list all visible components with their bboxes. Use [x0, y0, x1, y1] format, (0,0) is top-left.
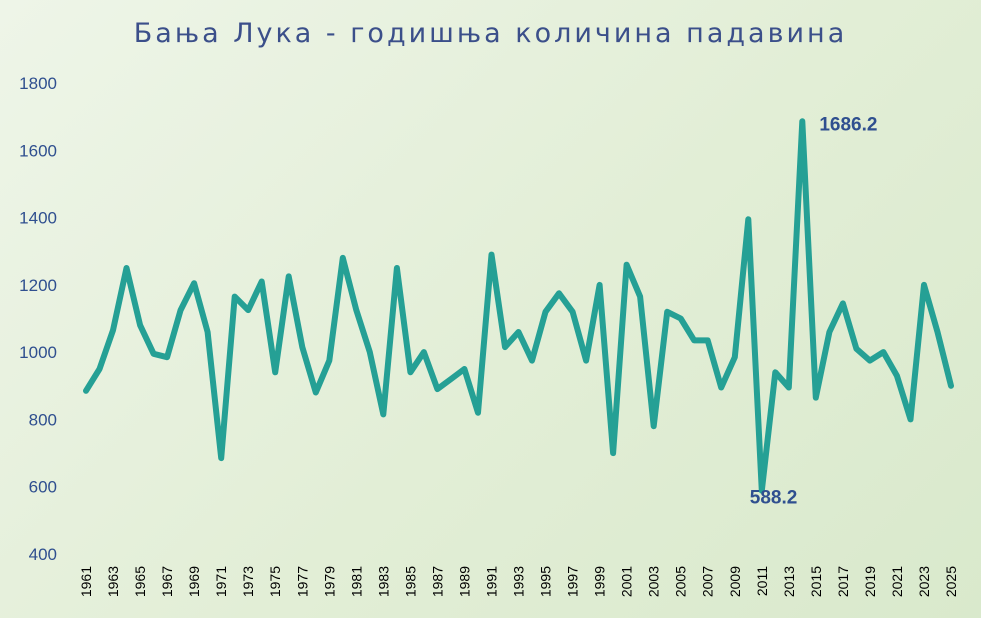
x-tick-label: 1961	[78, 566, 94, 597]
x-tick-label: 1965	[132, 566, 148, 597]
y-tick-label: 400	[29, 545, 57, 564]
x-tick-label: 1987	[429, 566, 445, 597]
chart-title: Бања Лука - годишња количина падавина	[133, 18, 848, 49]
y-tick-label: 600	[29, 478, 57, 497]
x-tick-label: 1977	[294, 566, 310, 597]
y-tick-label: 1200	[19, 276, 57, 295]
x-tick-label: 2001	[619, 566, 635, 597]
x-tick-label: 2003	[646, 566, 662, 597]
x-tick-label: 2023	[916, 566, 932, 597]
x-tick-label: 2011	[754, 566, 770, 596]
x-tick-label: 1963	[105, 566, 121, 597]
y-tick-label: 1800	[19, 74, 57, 93]
x-tick-label: 2005	[673, 566, 689, 597]
x-tick-label: 1971	[213, 566, 229, 597]
x-tick-label: 2021	[889, 566, 905, 597]
x-tick-label: 1975	[267, 566, 283, 597]
series-line	[83, 118, 954, 494]
x-tick-label: 1981	[348, 566, 364, 597]
x-tick-label: 1979	[321, 566, 337, 597]
x-tick-label: 1973	[240, 566, 256, 597]
x-tick-label: 1989	[456, 566, 472, 597]
x-tick-label: 2025	[943, 566, 959, 597]
x-tick-label: 2009	[727, 566, 743, 597]
x-tick-label: 1993	[511, 566, 527, 597]
x-tick-label: 2017	[835, 566, 851, 597]
x-tick-label: 2015	[808, 566, 824, 597]
x-tick-label: 1969	[186, 566, 202, 597]
data-label: 1686.2	[819, 114, 877, 135]
data-label: 588.2	[750, 488, 798, 509]
x-tick-label: 1967	[159, 566, 175, 597]
x-tick-label: 1999	[592, 566, 608, 597]
x-tick-label: 2007	[700, 566, 716, 597]
x-tick-label: 2019	[862, 566, 878, 597]
x-tick-label: 1991	[483, 566, 499, 597]
x-tick-label: 2013	[781, 566, 797, 597]
x-tick-label: 1985	[402, 566, 418, 597]
x-tick-label: 1983	[375, 566, 391, 597]
y-tick-label: 1000	[19, 343, 57, 362]
x-tick-label: 1997	[565, 566, 581, 597]
y-tick-label: 800	[29, 410, 57, 429]
y-tick-label: 1400	[19, 209, 57, 228]
x-tick-label: 1995	[538, 566, 554, 597]
y-tick-label: 1600	[19, 141, 57, 160]
